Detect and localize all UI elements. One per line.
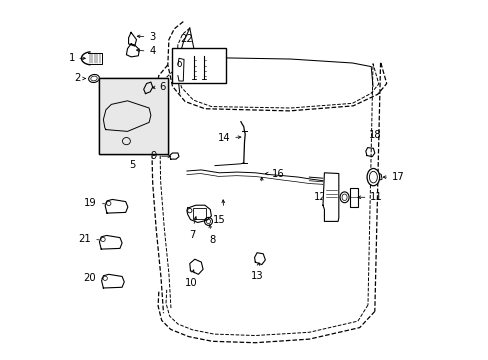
Bar (114, 202, 120, 208)
Bar (325, 186, 336, 208)
Polygon shape (254, 253, 265, 265)
Text: 11: 11 (369, 192, 382, 202)
Polygon shape (128, 32, 136, 46)
Bar (113, 118, 120, 125)
Bar (104, 120, 110, 126)
Bar (115, 282, 119, 285)
Polygon shape (102, 274, 124, 288)
Text: 6: 6 (159, 82, 165, 92)
Text: 14: 14 (217, 132, 230, 143)
Text: 2: 2 (74, 73, 81, 84)
Bar (119, 99, 126, 106)
Text: 8: 8 (208, 235, 215, 245)
Text: 10: 10 (184, 278, 197, 288)
Text: 20: 20 (83, 273, 96, 283)
Text: 4: 4 (149, 46, 155, 56)
Bar (113, 243, 117, 247)
Text: 16: 16 (271, 168, 284, 179)
Text: 12: 12 (313, 192, 326, 202)
Text: 17: 17 (390, 172, 403, 182)
Ellipse shape (339, 192, 348, 203)
Bar (108, 97, 116, 104)
Text: 9: 9 (150, 151, 156, 161)
Polygon shape (189, 259, 203, 274)
Bar (99, 78, 167, 154)
Bar (119, 207, 122, 211)
Text: 21: 21 (79, 234, 91, 244)
Text: 3: 3 (149, 32, 155, 42)
Polygon shape (105, 199, 127, 213)
Text: 22: 22 (180, 34, 193, 44)
Polygon shape (99, 78, 167, 154)
Polygon shape (126, 44, 139, 57)
Bar (172, 48, 225, 83)
Text: 13: 13 (250, 271, 263, 281)
Text: 19: 19 (84, 198, 97, 208)
Bar (145, 87, 150, 94)
Text: 18: 18 (368, 130, 380, 140)
Bar (110, 277, 117, 283)
Text: 15: 15 (212, 215, 225, 225)
Polygon shape (99, 235, 122, 249)
Bar (108, 238, 114, 244)
Polygon shape (322, 173, 338, 221)
Bar (99, 78, 167, 154)
Bar (349, 188, 358, 207)
Ellipse shape (366, 168, 379, 186)
Text: 1: 1 (69, 53, 75, 63)
Text: 7: 7 (189, 230, 195, 240)
Bar (192, 208, 206, 219)
Text: 5: 5 (129, 160, 135, 170)
